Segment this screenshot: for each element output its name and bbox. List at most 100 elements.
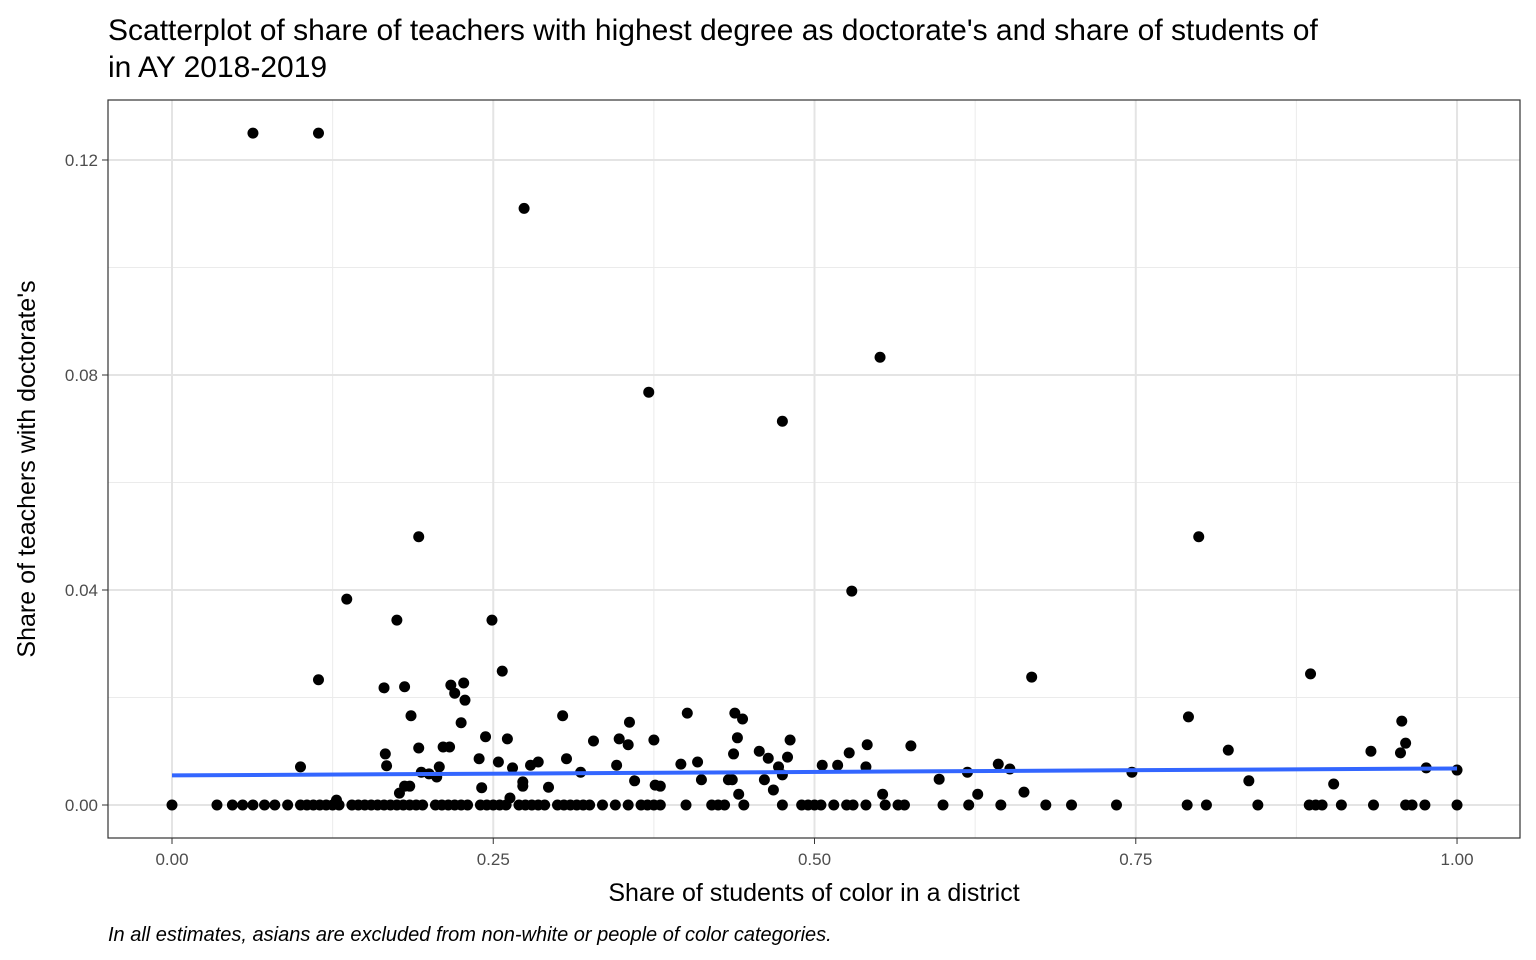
point	[879, 799, 891, 811]
point	[507, 762, 519, 774]
point	[681, 707, 693, 719]
point	[753, 745, 765, 757]
point	[622, 739, 634, 751]
point	[405, 710, 417, 722]
point	[784, 734, 796, 746]
point	[312, 127, 324, 139]
point	[622, 799, 634, 811]
trend-line	[171, 766, 1458, 778]
point	[613, 733, 625, 745]
point	[237, 799, 249, 811]
point	[861, 739, 873, 751]
point	[719, 799, 731, 811]
point	[473, 753, 485, 765]
y-axis-title: Share of teachers with doctorate's	[13, 280, 41, 657]
point	[1406, 799, 1418, 811]
point	[417, 799, 429, 811]
point	[341, 593, 353, 605]
point	[776, 799, 788, 811]
point	[692, 756, 704, 768]
point	[458, 677, 470, 689]
point	[992, 758, 1004, 770]
point	[444, 741, 456, 753]
point	[972, 788, 984, 800]
point	[933, 773, 945, 785]
point	[501, 733, 513, 745]
point	[860, 799, 872, 811]
point	[294, 761, 306, 773]
y-tick-label: 0.04	[65, 581, 98, 600]
point	[782, 751, 794, 763]
point	[404, 780, 416, 792]
point	[609, 799, 621, 811]
point	[1368, 799, 1380, 811]
point	[847, 799, 859, 811]
point	[898, 799, 910, 811]
point	[877, 788, 889, 800]
point	[561, 753, 573, 765]
point	[815, 799, 827, 811]
point	[517, 776, 529, 788]
point	[1182, 711, 1194, 723]
point	[1026, 671, 1038, 683]
point	[629, 775, 641, 787]
point	[492, 756, 504, 768]
point	[874, 351, 886, 363]
point	[399, 681, 411, 693]
point	[758, 774, 770, 786]
point	[166, 799, 178, 811]
point	[449, 687, 461, 699]
point	[584, 799, 596, 811]
point	[738, 799, 750, 811]
point	[1193, 531, 1205, 543]
point	[695, 774, 707, 786]
point	[312, 674, 324, 686]
point	[832, 759, 844, 771]
point	[247, 127, 259, 139]
chart-title: Scatterplot of share of teachers with hi…	[108, 14, 1318, 47]
point	[843, 747, 855, 759]
point	[459, 694, 471, 706]
point	[413, 742, 425, 754]
point	[518, 202, 530, 214]
point	[1394, 747, 1406, 759]
y-tick-label: 0.08	[65, 366, 98, 385]
point	[846, 585, 858, 597]
point	[455, 717, 467, 729]
point	[596, 799, 608, 811]
point	[643, 386, 655, 398]
point	[1018, 786, 1030, 798]
point	[1110, 799, 1122, 811]
point	[543, 781, 555, 793]
y-tick-label: 0.00	[65, 796, 98, 815]
point	[480, 731, 492, 743]
point	[611, 759, 623, 771]
point	[539, 799, 551, 811]
point	[726, 774, 738, 786]
point	[1305, 668, 1317, 680]
point	[648, 734, 660, 746]
point	[1252, 799, 1264, 811]
point	[1365, 745, 1377, 757]
point	[226, 799, 238, 811]
point	[433, 761, 445, 773]
point	[675, 758, 687, 770]
point	[937, 799, 949, 811]
point	[963, 799, 975, 811]
plot-border	[107, 99, 1521, 839]
point	[654, 799, 666, 811]
point	[1419, 799, 1431, 811]
point	[211, 799, 223, 811]
x-tick-label: 0.25	[477, 850, 510, 869]
point	[1328, 778, 1340, 790]
point	[393, 787, 405, 799]
point	[1181, 799, 1193, 811]
point	[728, 748, 740, 760]
point	[1451, 799, 1463, 811]
point	[500, 799, 512, 811]
point	[462, 799, 474, 811]
point	[532, 756, 544, 768]
point	[828, 799, 840, 811]
